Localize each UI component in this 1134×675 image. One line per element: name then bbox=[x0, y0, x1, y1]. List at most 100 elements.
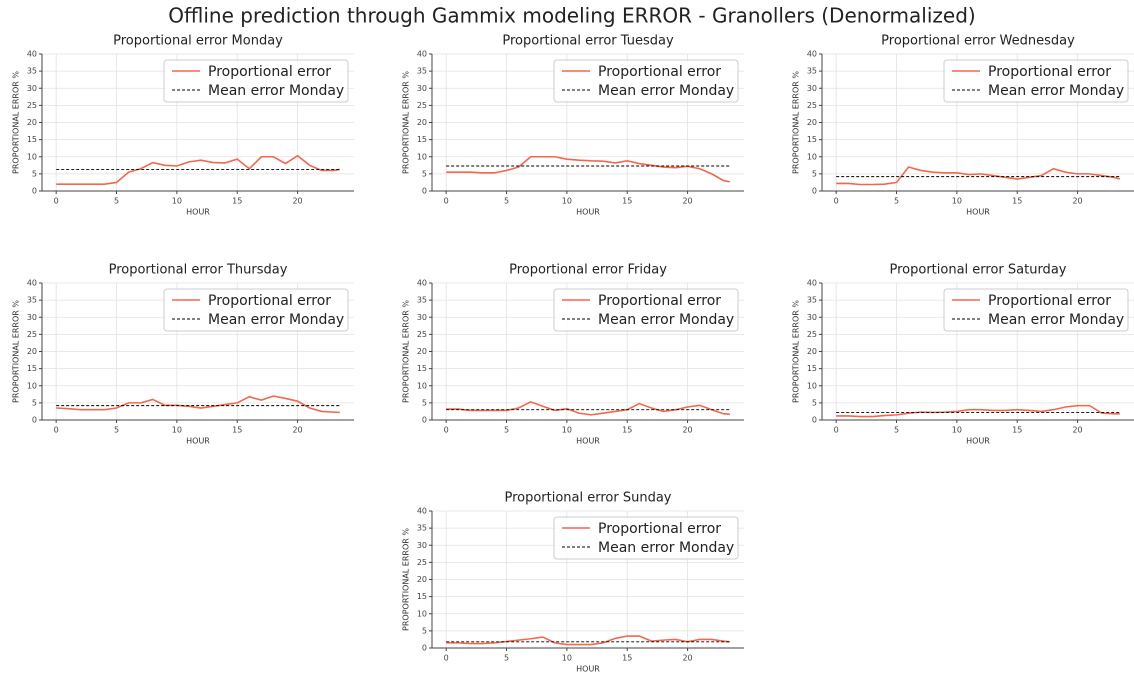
x-tick-label: 10 bbox=[952, 197, 962, 206]
y-tick-label: 30 bbox=[807, 84, 817, 93]
y-tick-label: 10 bbox=[417, 381, 427, 390]
legend-box bbox=[943, 288, 1129, 332]
legend-label: Mean error Monday bbox=[598, 83, 734, 99]
y-axis-label: PROPORTIONAL ERROR % bbox=[402, 71, 411, 174]
x-tick-label: 0 bbox=[834, 197, 839, 206]
x-tick-label: 15 bbox=[1012, 197, 1022, 206]
series-line bbox=[446, 400, 730, 416]
x-tick-label: 15 bbox=[1012, 426, 1022, 435]
legend-label: Mean error Monday bbox=[988, 312, 1124, 328]
y-tick-label: 15 bbox=[417, 364, 427, 373]
y-tick-label: 15 bbox=[417, 135, 427, 144]
y-tick-label: 40 bbox=[417, 507, 427, 516]
y-tick-label: 30 bbox=[27, 313, 37, 322]
legend-label: Proportional error bbox=[988, 293, 1111, 309]
y-tick-label: 30 bbox=[417, 313, 427, 322]
legend-label: Proportional error bbox=[208, 64, 331, 80]
x-tick-label: 5 bbox=[894, 426, 899, 435]
y-axis-label: PROPORTIONAL ERROR % bbox=[402, 300, 411, 403]
y-tick-label: 0 bbox=[422, 187, 427, 196]
y-tick-label: 10 bbox=[27, 381, 37, 390]
y-tick-label: 20 bbox=[807, 118, 817, 127]
x-tick-label: 0 bbox=[54, 197, 59, 206]
y-tick-label: 20 bbox=[807, 347, 817, 356]
legend-label: Mean error Monday bbox=[208, 83, 344, 99]
legend-label: Mean error Monday bbox=[988, 83, 1124, 99]
y-tick-label: 20 bbox=[27, 118, 37, 127]
x-tick-label: 20 bbox=[1072, 197, 1082, 206]
legend-label: Proportional error bbox=[988, 64, 1111, 80]
y-tick-label: 25 bbox=[417, 101, 427, 110]
x-tick-label: 20 bbox=[1072, 426, 1082, 435]
y-tick-label: 15 bbox=[417, 592, 427, 601]
figure-title: Offline prediction through Gammix modeli… bbox=[168, 4, 975, 28]
x-tick-label: 20 bbox=[682, 197, 692, 206]
y-tick-label: 35 bbox=[27, 296, 37, 305]
y-axis-label: PROPORTIONAL ERROR % bbox=[792, 300, 801, 403]
x-axis-label: HOUR bbox=[966, 208, 990, 217]
series-line bbox=[56, 395, 340, 414]
y-tick-label: 20 bbox=[417, 575, 427, 584]
x-tick-label: 15 bbox=[622, 197, 632, 206]
y-tick-label: 10 bbox=[27, 152, 37, 161]
x-tick-label: 0 bbox=[444, 197, 449, 206]
y-tick-label: 15 bbox=[27, 135, 37, 144]
y-tick-label: 40 bbox=[807, 279, 817, 288]
x-tick-label: 0 bbox=[834, 426, 839, 435]
x-tick-label: 10 bbox=[562, 654, 572, 663]
y-axis-label: PROPORTIONAL ERROR % bbox=[402, 528, 411, 631]
legend-box bbox=[553, 288, 739, 332]
y-tick-label: 35 bbox=[807, 296, 817, 305]
x-axis-label: HOUR bbox=[966, 437, 990, 446]
legend-box bbox=[943, 59, 1129, 103]
y-tick-label: 30 bbox=[27, 84, 37, 93]
x-tick-label: 20 bbox=[292, 197, 302, 206]
y-tick-label: 10 bbox=[417, 609, 427, 618]
y-tick-label: 15 bbox=[807, 364, 817, 373]
y-tick-label: 35 bbox=[27, 67, 37, 76]
x-tick-label: 0 bbox=[444, 654, 449, 663]
y-tick-label: 35 bbox=[807, 67, 817, 76]
y-axis-label: PROPORTIONAL ERROR % bbox=[792, 71, 801, 174]
x-axis-label: HOUR bbox=[576, 665, 600, 674]
x-tick-label: 15 bbox=[232, 197, 242, 206]
x-tick-label: 0 bbox=[444, 426, 449, 435]
series-line bbox=[836, 166, 1121, 186]
y-tick-label: 10 bbox=[807, 152, 817, 161]
y-tick-label: 40 bbox=[807, 50, 817, 59]
y-tick-label: 25 bbox=[27, 101, 37, 110]
y-tick-label: 20 bbox=[27, 347, 37, 356]
y-tick-label: 20 bbox=[417, 347, 427, 356]
y-tick-label: 15 bbox=[807, 135, 817, 144]
x-tick-label: 15 bbox=[622, 654, 632, 663]
chart-title: Proportional error Friday bbox=[509, 263, 667, 278]
x-tick-label: 5 bbox=[504, 426, 509, 435]
chart-title: Proportional error Tuesday bbox=[502, 34, 674, 49]
x-tick-label: 20 bbox=[682, 654, 692, 663]
y-tick-label: 0 bbox=[812, 187, 817, 196]
y-tick-label: 40 bbox=[417, 279, 427, 288]
legend-box bbox=[163, 59, 349, 103]
y-tick-label: 30 bbox=[807, 313, 817, 322]
legend-box bbox=[553, 59, 739, 103]
y-tick-label: 35 bbox=[417, 524, 427, 533]
y-tick-label: 25 bbox=[417, 330, 427, 339]
x-tick-label: 10 bbox=[172, 426, 182, 435]
x-axis-label: HOUR bbox=[576, 208, 600, 217]
legend-label: Mean error Monday bbox=[598, 312, 734, 328]
legend-box bbox=[163, 288, 349, 332]
y-tick-label: 0 bbox=[32, 187, 37, 196]
x-tick-label: 5 bbox=[894, 197, 899, 206]
x-tick-label: 5 bbox=[114, 197, 119, 206]
y-tick-label: 30 bbox=[417, 541, 427, 550]
y-tick-label: 30 bbox=[417, 84, 427, 93]
x-tick-label: 20 bbox=[292, 426, 302, 435]
chart-title: Proportional error Sunday bbox=[504, 491, 671, 506]
legend-label: Proportional error bbox=[598, 521, 721, 537]
y-tick-label: 25 bbox=[27, 330, 37, 339]
x-tick-label: 15 bbox=[232, 426, 242, 435]
y-tick-label: 0 bbox=[812, 416, 817, 425]
x-tick-label: 10 bbox=[562, 197, 572, 206]
y-tick-label: 5 bbox=[32, 398, 37, 407]
y-tick-label: 5 bbox=[32, 169, 37, 178]
